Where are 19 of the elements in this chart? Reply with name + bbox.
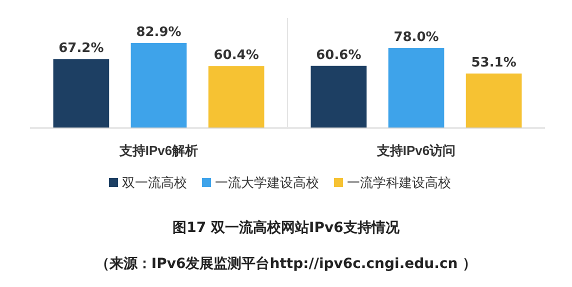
bar (466, 74, 522, 128)
bar (310, 66, 367, 128)
legend-label: 双一流高校 (122, 175, 187, 191)
x-tick-label: 支持IPv6解析 (118, 143, 198, 158)
text: 图17 双一流高校网站IPv6支持情况 (172, 219, 400, 236)
legend-label: 一流大学建设高校 (215, 175, 319, 191)
bar (208, 66, 264, 128)
bar (130, 43, 187, 128)
bar (53, 59, 110, 128)
data-label: 60.6% (316, 48, 362, 63)
x-tick-label: 支持IPv6访问 (376, 143, 456, 158)
legend-label: 一流学科建设高校 (347, 175, 451, 191)
data-label: 60.4% (214, 48, 259, 64)
data-label: 82.9% (136, 25, 182, 40)
data-label: 53.1% (471, 56, 516, 71)
bar (388, 48, 444, 128)
data-label: 67.2% (58, 41, 104, 56)
data-label: 78.0% (394, 30, 439, 46)
text: （来源：IPv6发展监测平台http://ipv6c.cngi.edu.cn ） (95, 256, 477, 272)
